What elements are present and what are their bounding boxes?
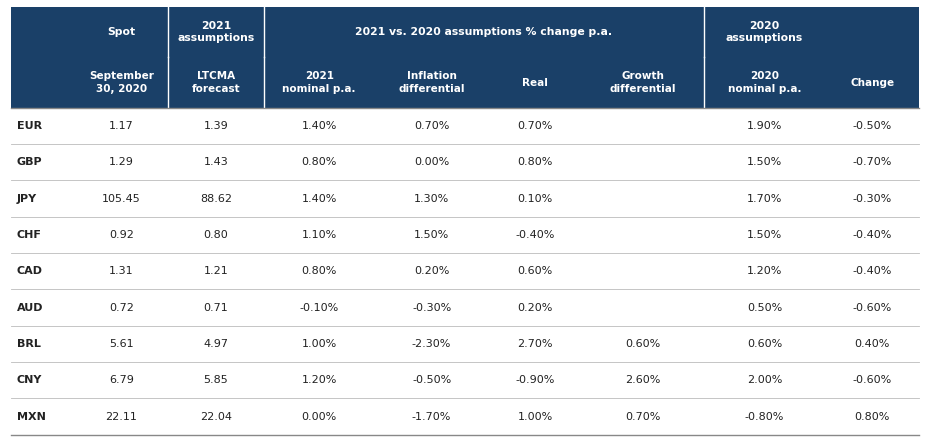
- Text: 2.60%: 2.60%: [625, 375, 660, 385]
- Text: -0.40%: -0.40%: [515, 230, 554, 240]
- Text: -0.40%: -0.40%: [853, 230, 892, 240]
- Text: 1.50%: 1.50%: [747, 230, 782, 240]
- Text: 1.10%: 1.10%: [301, 230, 337, 240]
- Text: CHF: CHF: [17, 230, 42, 240]
- Text: -0.50%: -0.50%: [412, 375, 451, 385]
- Text: 2.70%: 2.70%: [517, 339, 552, 349]
- Text: 2020
assumptions: 2020 assumptions: [726, 21, 804, 43]
- Text: 0.60%: 0.60%: [625, 339, 660, 349]
- Text: 0.80%: 0.80%: [855, 411, 890, 422]
- Text: 0.80%: 0.80%: [301, 157, 337, 167]
- Text: LTCMA
forecast: LTCMA forecast: [192, 71, 240, 94]
- Text: 0.00%: 0.00%: [414, 157, 449, 167]
- Text: -1.70%: -1.70%: [412, 411, 451, 422]
- Text: 0.72: 0.72: [109, 303, 134, 312]
- Text: 0.60%: 0.60%: [747, 339, 782, 349]
- Text: EUR: EUR: [17, 121, 42, 131]
- Text: 0.50%: 0.50%: [747, 303, 782, 312]
- Text: 1.40%: 1.40%: [301, 121, 337, 131]
- Bar: [11, 144, 919, 180]
- Text: -0.30%: -0.30%: [412, 303, 451, 312]
- Bar: [11, 290, 919, 326]
- Text: 1.00%: 1.00%: [301, 339, 337, 349]
- Text: Inflation
differential: Inflation differential: [398, 71, 465, 94]
- Text: 1.40%: 1.40%: [301, 194, 337, 204]
- Text: 2021
assumptions: 2021 assumptions: [178, 21, 255, 43]
- Text: 0.71: 0.71: [204, 303, 228, 312]
- Text: 22.11: 22.11: [105, 411, 138, 422]
- Text: 0.10%: 0.10%: [517, 194, 552, 204]
- Text: 0.20%: 0.20%: [414, 266, 449, 276]
- Text: 0.70%: 0.70%: [517, 121, 552, 131]
- Bar: [11, 180, 919, 217]
- Text: BRL: BRL: [17, 339, 41, 349]
- Text: 1.20%: 1.20%: [301, 375, 337, 385]
- Text: -0.10%: -0.10%: [299, 303, 339, 312]
- Text: 0.92: 0.92: [109, 230, 134, 240]
- Text: JPY: JPY: [17, 194, 37, 204]
- Text: 88.62: 88.62: [200, 194, 232, 204]
- Text: 2021 vs. 2020 assumptions % change p.a.: 2021 vs. 2020 assumptions % change p.a.: [355, 27, 612, 37]
- Bar: [11, 57, 919, 108]
- Text: Growth
differential: Growth differential: [609, 71, 676, 94]
- Text: 2021
nominal p.a.: 2021 nominal p.a.: [283, 71, 356, 94]
- Bar: [11, 108, 919, 144]
- Text: Real: Real: [522, 77, 548, 88]
- Bar: [11, 217, 919, 253]
- Text: -0.80%: -0.80%: [745, 411, 784, 422]
- Text: 1.20%: 1.20%: [747, 266, 782, 276]
- Text: September
30, 2020: September 30, 2020: [89, 71, 153, 94]
- Text: 2020
nominal p.a.: 2020 nominal p.a.: [728, 71, 802, 94]
- Text: -0.60%: -0.60%: [853, 375, 892, 385]
- Text: 0.60%: 0.60%: [517, 266, 552, 276]
- Text: 1.21: 1.21: [204, 266, 228, 276]
- Text: 1.29: 1.29: [109, 157, 134, 167]
- Text: 0.70%: 0.70%: [414, 121, 449, 131]
- Text: 1.50%: 1.50%: [414, 230, 449, 240]
- Bar: [11, 7, 919, 57]
- Text: 1.31: 1.31: [109, 266, 134, 276]
- Text: 2.00%: 2.00%: [747, 375, 782, 385]
- Text: 1.90%: 1.90%: [747, 121, 782, 131]
- Bar: [11, 326, 919, 362]
- Text: 1.30%: 1.30%: [414, 194, 449, 204]
- Text: 0.80%: 0.80%: [517, 157, 552, 167]
- Text: -0.60%: -0.60%: [853, 303, 892, 312]
- Bar: [11, 398, 919, 435]
- Text: 6.79: 6.79: [109, 375, 134, 385]
- Text: -0.50%: -0.50%: [853, 121, 892, 131]
- Text: MXN: MXN: [17, 411, 46, 422]
- Text: -0.70%: -0.70%: [853, 157, 892, 167]
- Text: -0.90%: -0.90%: [515, 375, 554, 385]
- Text: 1.70%: 1.70%: [747, 194, 782, 204]
- Text: 0.80%: 0.80%: [301, 266, 337, 276]
- Text: 1.39: 1.39: [204, 121, 228, 131]
- Text: Spot: Spot: [107, 27, 136, 37]
- Text: 1.17: 1.17: [109, 121, 134, 131]
- Text: -0.30%: -0.30%: [853, 194, 892, 204]
- Text: -2.30%: -2.30%: [412, 339, 451, 349]
- Text: CNY: CNY: [17, 375, 42, 385]
- Text: GBP: GBP: [17, 157, 43, 167]
- Text: 1.00%: 1.00%: [517, 411, 552, 422]
- Text: 0.00%: 0.00%: [301, 411, 337, 422]
- Text: -0.40%: -0.40%: [853, 266, 892, 276]
- Text: 0.40%: 0.40%: [855, 339, 890, 349]
- Text: 5.61: 5.61: [109, 339, 134, 349]
- Text: 5.85: 5.85: [204, 375, 228, 385]
- Text: 22.04: 22.04: [200, 411, 232, 422]
- Text: CAD: CAD: [17, 266, 43, 276]
- Text: 0.20%: 0.20%: [517, 303, 552, 312]
- Bar: [11, 253, 919, 290]
- Bar: [11, 362, 919, 398]
- Text: 105.45: 105.45: [102, 194, 140, 204]
- Text: 4.97: 4.97: [204, 339, 228, 349]
- Text: 0.70%: 0.70%: [625, 411, 660, 422]
- Text: AUD: AUD: [17, 303, 43, 312]
- Text: 1.50%: 1.50%: [747, 157, 782, 167]
- Text: 1.43: 1.43: [204, 157, 228, 167]
- Text: Change: Change: [850, 77, 895, 88]
- Text: 0.80: 0.80: [204, 230, 228, 240]
